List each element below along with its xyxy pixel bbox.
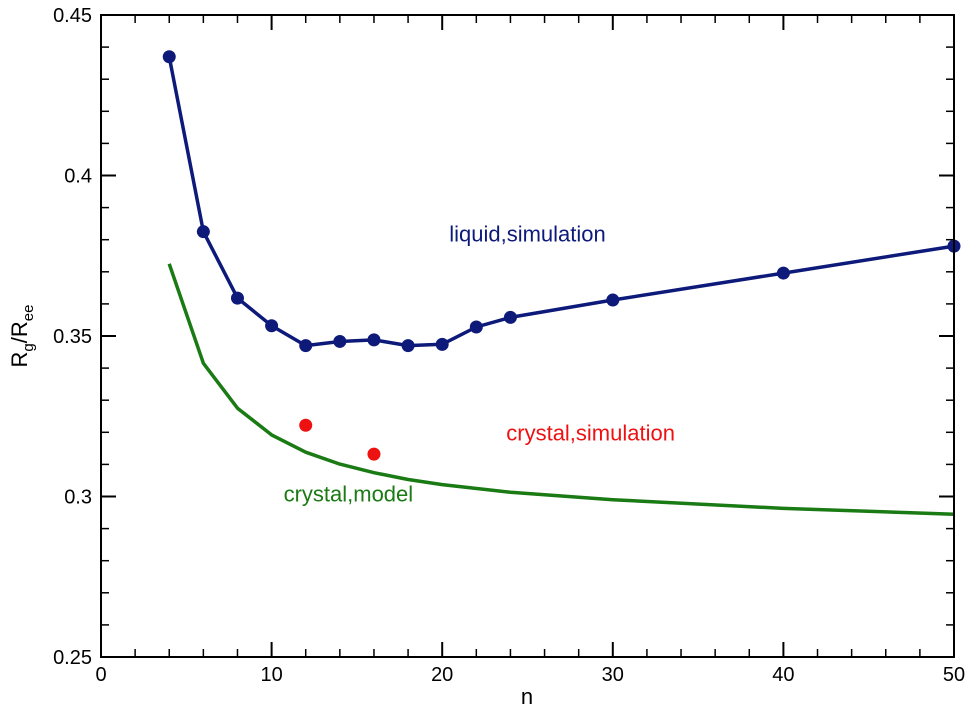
data-point-liquid-simulation (333, 334, 347, 348)
y-tick-label: 0.4 (64, 166, 92, 188)
data-point-liquid-simulation (469, 320, 483, 334)
x-axis-label: n (521, 684, 533, 709)
data-point-crystal-simulation (367, 447, 381, 461)
annotation-crystal-simulation: crystal,simulation (506, 420, 675, 445)
x-tick-label: 0 (95, 664, 106, 686)
tick-labels: 0 10 20 30 40 50 0.25 0.3 0.35 0.4 0.45 (53, 5, 965, 686)
y-label-sub2: ee (20, 305, 37, 322)
y-tick-label: 0.3 (64, 487, 92, 509)
y-label-sep: /R (7, 321, 32, 343)
data-point-liquid-simulation (367, 333, 381, 347)
x-tick-label: 10 (260, 664, 282, 686)
plot-background (101, 15, 954, 657)
data-point-liquid-simulation (776, 266, 790, 280)
data-point-liquid-simulation (230, 291, 244, 305)
data-point-crystal-simulation (299, 418, 313, 432)
data-point-liquid-simulation (606, 293, 620, 307)
data-point-liquid-simulation (299, 339, 313, 353)
annotations: liquid,simulation crystal,simulation cryst… (284, 221, 675, 506)
ticks (100, 14, 955, 658)
series-layer (162, 50, 961, 516)
data-point-liquid-simulation (401, 339, 415, 353)
plot-frame (100, 14, 955, 658)
series-line-crystal-model (167, 263, 955, 516)
y-axis-label: Rg/Ree (7, 305, 37, 368)
data-point-liquid-simulation (503, 310, 517, 324)
y-label-main: R (7, 352, 32, 368)
x-tick-label: 30 (602, 664, 624, 686)
y-tick-label: 0.25 (53, 647, 92, 669)
data-point-liquid-simulation (162, 50, 176, 64)
x-tick-label: 40 (772, 664, 794, 686)
x-tick-label: 50 (943, 664, 965, 686)
y-tick-label: 0.35 (53, 326, 92, 348)
data-point-liquid-simulation (435, 337, 449, 351)
series-line-liquid-simulation (167, 56, 955, 348)
data-point-liquid-simulation (265, 319, 279, 333)
y-tick-label: 0.45 (53, 5, 92, 27)
annotation-crystal-model: crystal,model (284, 481, 414, 506)
x-tick-label: 20 (431, 664, 453, 686)
data-point-liquid-simulation (196, 225, 210, 239)
y-label-sub1: g (20, 343, 37, 351)
annotation-liquid-simulation: liquid,simulation (449, 221, 606, 246)
